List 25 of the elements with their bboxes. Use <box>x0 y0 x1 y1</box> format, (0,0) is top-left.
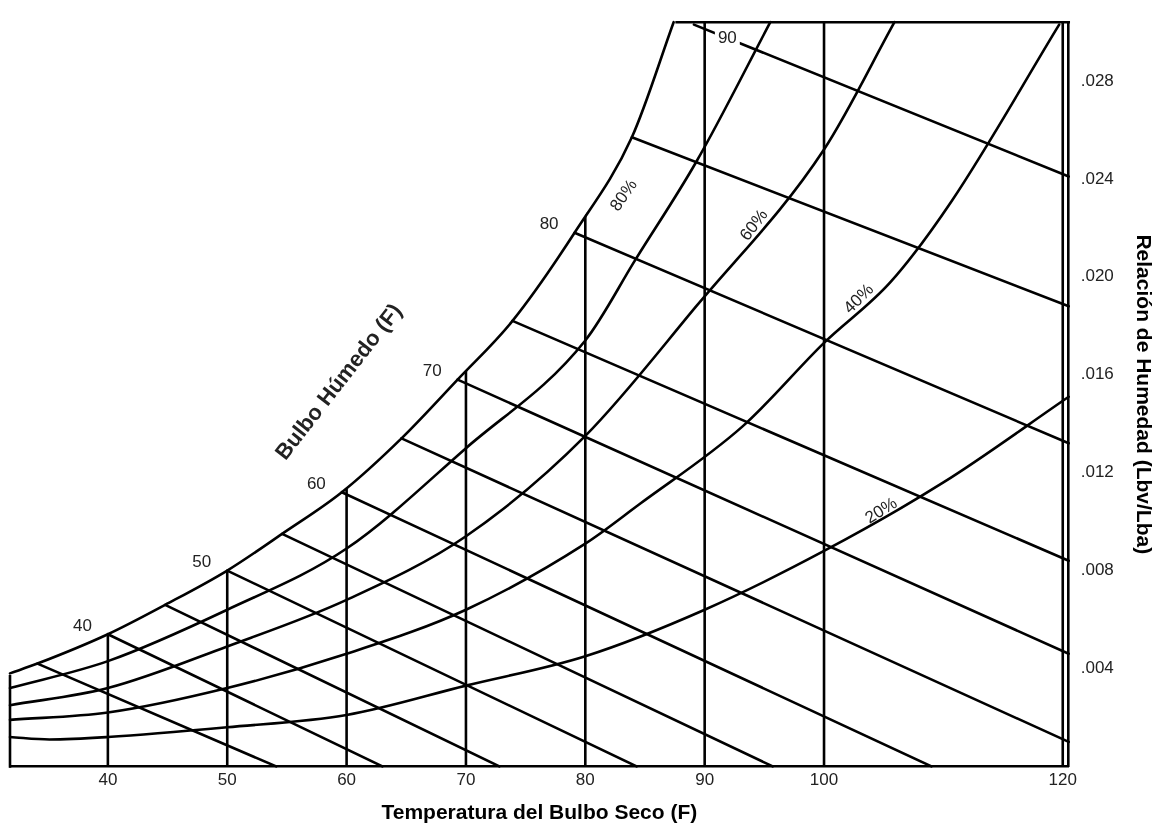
annotation: 50 <box>192 552 212 572</box>
x-tick-label: 120 <box>1048 770 1077 790</box>
annotation: 80 <box>539 214 559 234</box>
x-tick-label: 60 <box>337 770 357 790</box>
y-tick-label: .028 <box>1080 70 1114 90</box>
x-tick-label: 70 <box>456 770 476 790</box>
annotation: 40% <box>839 279 878 318</box>
y-tick-label: .016 <box>1080 364 1114 384</box>
y-tick-label: .008 <box>1080 560 1114 580</box>
y-tick-label: .020 <box>1080 266 1114 286</box>
x-tick-label: 50 <box>217 770 237 790</box>
y-tick-label: .012 <box>1080 462 1114 482</box>
annotation: 90 <box>717 27 737 47</box>
y-tick-label: .004 <box>1080 658 1114 678</box>
annotation: 40 <box>72 615 92 635</box>
annotation: 20% <box>861 493 901 528</box>
annotation: 70 <box>422 361 442 381</box>
y-axis-title: Relación de Humedad (Lbv/Lba) <box>1132 234 1156 555</box>
x-tick-label: 80 <box>575 770 595 790</box>
annotation: 60 <box>306 473 326 493</box>
x-tick-label: 40 <box>98 770 118 790</box>
x-tick-label: 100 <box>809 770 839 790</box>
x-axis-title: Temperatura del Bulbo Seco (F) <box>381 800 698 824</box>
x-tick-label: 90 <box>695 770 715 790</box>
y-tick-label: .024 <box>1080 168 1114 188</box>
